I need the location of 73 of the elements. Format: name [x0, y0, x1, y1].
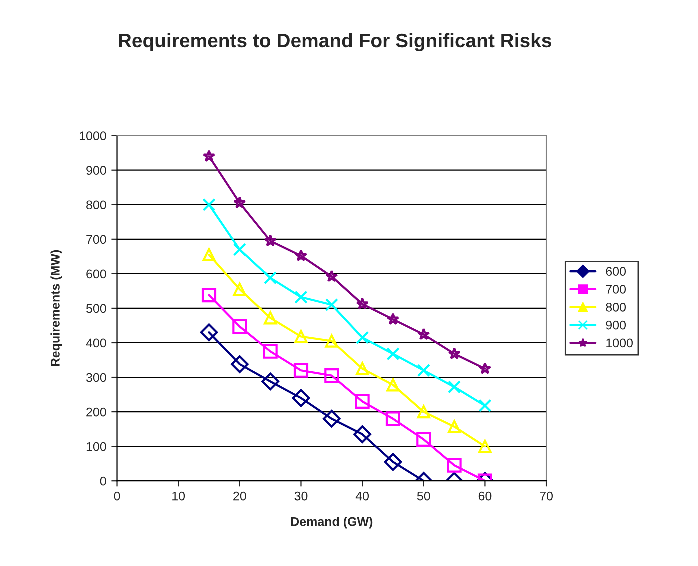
point: [202, 150, 216, 162]
point: [356, 298, 369, 310]
point: [294, 290, 308, 304]
x-tick-label: 30: [294, 492, 308, 501]
point: [448, 380, 462, 394]
point: [324, 368, 340, 384]
y-tick-label: 200: [86, 408, 106, 417]
x-tick-label: 40: [356, 492, 370, 501]
y-tick-label: 100: [86, 442, 106, 452]
point: [263, 344, 278, 359]
point: [416, 432, 432, 447]
x-tick-label: 50: [417, 492, 430, 501]
y-tick-label: 900: [86, 166, 106, 176]
point: [356, 362, 370, 376]
point: [386, 312, 400, 326]
point: [264, 234, 277, 247]
point: [232, 319, 248, 334]
point: [231, 356, 249, 374]
legend-label: 600: [606, 267, 626, 276]
point: [325, 298, 338, 312]
y-axis-title: Requirements (MW): [50, 250, 62, 366]
point: [264, 271, 278, 285]
point: [202, 288, 217, 303]
point: [478, 399, 492, 412]
x-tick-label: 60: [478, 492, 492, 501]
point: [202, 248, 216, 262]
point: [386, 412, 401, 426]
point: [200, 324, 218, 342]
point: [294, 330, 308, 344]
point: [355, 394, 370, 409]
point: [478, 440, 492, 454]
x-tick-label: 10: [172, 492, 186, 501]
y-tick-label: 500: [86, 304, 106, 314]
point: [448, 347, 461, 360]
point: [322, 410, 341, 428]
point: [262, 372, 280, 391]
point: [294, 249, 308, 262]
y-tick-label: 1000: [80, 132, 106, 140]
y-tick-label: 600: [86, 270, 106, 279]
x-tick-label: 0: [114, 492, 120, 501]
x-axis-title: Demand (GW): [291, 517, 373, 529]
y-tick-label: 0: [100, 476, 106, 486]
point: [326, 270, 338, 282]
y-tick-label: 300: [86, 373, 106, 382]
x-tick-label: 20: [234, 492, 246, 501]
point: [418, 328, 430, 340]
x-tick-label: 70: [540, 492, 553, 501]
legend-label: 900: [606, 320, 626, 330]
chart-title: Requirements to Demand For Significant Risks: [119, 33, 552, 52]
point: [478, 362, 492, 374]
point: [448, 420, 462, 434]
legend-label: 800: [606, 302, 626, 312]
point: [294, 363, 309, 378]
point: [386, 378, 400, 392]
point: [447, 458, 462, 473]
y-tick-label: 400: [86, 338, 106, 348]
point: [417, 405, 430, 419]
point: [386, 347, 400, 361]
point: [384, 453, 402, 472]
legend-label: 1000: [606, 338, 633, 348]
point: [325, 334, 338, 348]
point: [264, 312, 278, 325]
point: [202, 198, 216, 212]
point: [233, 243, 247, 256]
point: [417, 364, 430, 378]
point: [356, 331, 370, 344]
legend-label: 700: [606, 285, 626, 294]
y-tick-label: 800: [86, 200, 106, 210]
point: [233, 282, 247, 296]
y-tick-label: 700: [86, 235, 106, 244]
point: [354, 426, 372, 444]
point: [292, 389, 310, 408]
point: [234, 196, 246, 209]
